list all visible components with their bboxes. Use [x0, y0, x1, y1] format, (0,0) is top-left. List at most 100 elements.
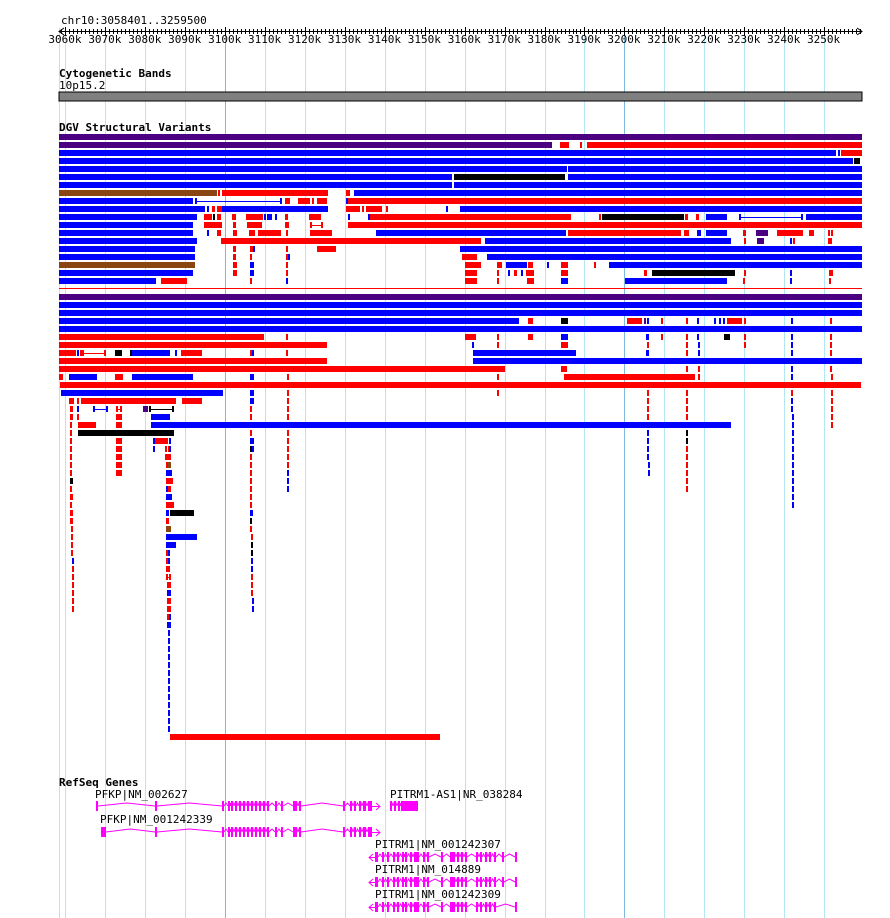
variant-bar[interactable] [830, 350, 832, 356]
exon[interactable] [387, 877, 389, 887]
variant-bar[interactable] [77, 414, 79, 420]
exon[interactable] [343, 801, 345, 811]
variant-bar[interactable] [777, 230, 803, 236]
variant-bar[interactable] [561, 366, 567, 372]
variant-bar[interactable] [287, 486, 289, 492]
variant-bar[interactable] [497, 334, 499, 340]
variant-bar[interactable] [250, 446, 252, 452]
exon[interactable] [359, 801, 361, 811]
variant-bar[interactable] [647, 446, 649, 452]
variant-bar[interactable] [460, 206, 862, 212]
variant-bar[interactable] [217, 206, 222, 212]
exon[interactable] [222, 801, 224, 811]
variant-bar[interactable] [706, 214, 727, 220]
exon[interactable] [476, 852, 478, 862]
exon[interactable] [515, 852, 517, 862]
variant-bar[interactable] [286, 262, 288, 268]
variant-bar[interactable] [497, 278, 499, 284]
exon[interactable] [397, 852, 399, 862]
variant-bar[interactable] [59, 246, 195, 252]
variant-bar[interactable] [253, 246, 255, 252]
exon[interactable] [427, 852, 429, 862]
exon[interactable] [494, 902, 496, 912]
exon[interactable] [382, 902, 384, 912]
variant-bar[interactable] [792, 414, 794, 420]
variant-bar[interactable] [61, 390, 223, 396]
variant-bar[interactable] [250, 374, 254, 380]
variant-bar[interactable] [71, 542, 73, 548]
exon[interactable] [480, 877, 482, 887]
exon[interactable] [502, 877, 504, 887]
variant-bar[interactable] [526, 270, 534, 276]
exon[interactable] [410, 852, 412, 862]
variant-bar[interactable] [258, 230, 281, 236]
variant-bar[interactable] [756, 230, 768, 236]
exon[interactable] [402, 852, 404, 862]
variant-bar[interactable] [116, 462, 122, 468]
variant-bar[interactable] [204, 222, 222, 228]
variant-bar[interactable] [81, 398, 176, 404]
variant-bar[interactable] [70, 478, 73, 484]
variant-bar[interactable] [309, 214, 321, 220]
variant-bar[interactable] [252, 606, 254, 612]
variant-bar[interactable] [78, 430, 174, 436]
variant-bar[interactable] [175, 350, 177, 356]
variant-bar[interactable] [233, 230, 237, 236]
variant-bar[interactable] [250, 518, 252, 524]
variant-bar[interactable] [829, 278, 831, 284]
variant-bar[interactable] [71, 526, 73, 532]
exon[interactable] [414, 877, 419, 887]
variant-bar[interactable] [514, 270, 517, 276]
variant-bar[interactable] [250, 502, 252, 508]
exon[interactable] [368, 827, 372, 837]
variant-bar[interactable] [285, 214, 288, 220]
exon[interactable] [359, 827, 361, 837]
variant-bar[interactable] [115, 350, 122, 356]
variant-bar[interactable] [697, 230, 701, 236]
variant-bar[interactable] [644, 270, 647, 276]
variant-bar[interactable] [168, 662, 170, 668]
variant-bar[interactable] [686, 398, 688, 404]
variant-bar[interactable] [59, 350, 76, 356]
variant-bar[interactable] [59, 294, 862, 300]
variant-bar[interactable] [151, 414, 170, 420]
variant-bar[interactable] [207, 206, 209, 212]
variant-bar[interactable] [285, 198, 290, 204]
variant-bar[interactable] [132, 374, 193, 380]
exon[interactable] [363, 827, 366, 837]
variant-bar[interactable] [286, 270, 288, 276]
variant-bar[interactable] [250, 254, 252, 260]
variant-bar[interactable] [317, 246, 336, 252]
variant-bar[interactable] [70, 486, 72, 492]
variant-bar[interactable] [130, 350, 132, 356]
variant-bar[interactable] [647, 398, 649, 404]
variant-bar[interactable] [791, 318, 793, 324]
variant-bar[interactable] [250, 478, 252, 484]
left-arrow-icon[interactable] [58, 27, 65, 36]
variant-bar[interactable] [70, 502, 72, 508]
variant-bar[interactable] [287, 414, 289, 420]
variant-bar[interactable] [831, 374, 833, 380]
variant-bar[interactable] [151, 422, 731, 428]
variant-bar[interactable] [59, 230, 193, 236]
variant-bar[interactable] [69, 398, 74, 404]
variant-bar[interactable] [168, 702, 170, 708]
variant-bar[interactable] [204, 214, 212, 220]
variant-bar[interactable] [250, 406, 252, 412]
variant-bar[interactable] [166, 470, 172, 476]
variant-bar[interactable] [59, 366, 505, 372]
variant-bar[interactable] [116, 414, 122, 420]
variant-bar[interactable] [647, 454, 649, 460]
exon[interactable] [480, 852, 482, 862]
exon[interactable] [410, 902, 412, 912]
variant-bar[interactable] [59, 166, 567, 172]
variant-bar[interactable] [250, 390, 254, 396]
exon[interactable] [267, 827, 269, 837]
exon[interactable] [263, 827, 265, 837]
exon[interactable] [382, 877, 384, 887]
variant-bar[interactable] [743, 278, 745, 284]
exon[interactable] [354, 801, 356, 811]
variant-bar[interactable] [70, 414, 73, 420]
variant-bar[interactable] [250, 398, 254, 404]
variant-bar[interactable] [116, 446, 122, 452]
